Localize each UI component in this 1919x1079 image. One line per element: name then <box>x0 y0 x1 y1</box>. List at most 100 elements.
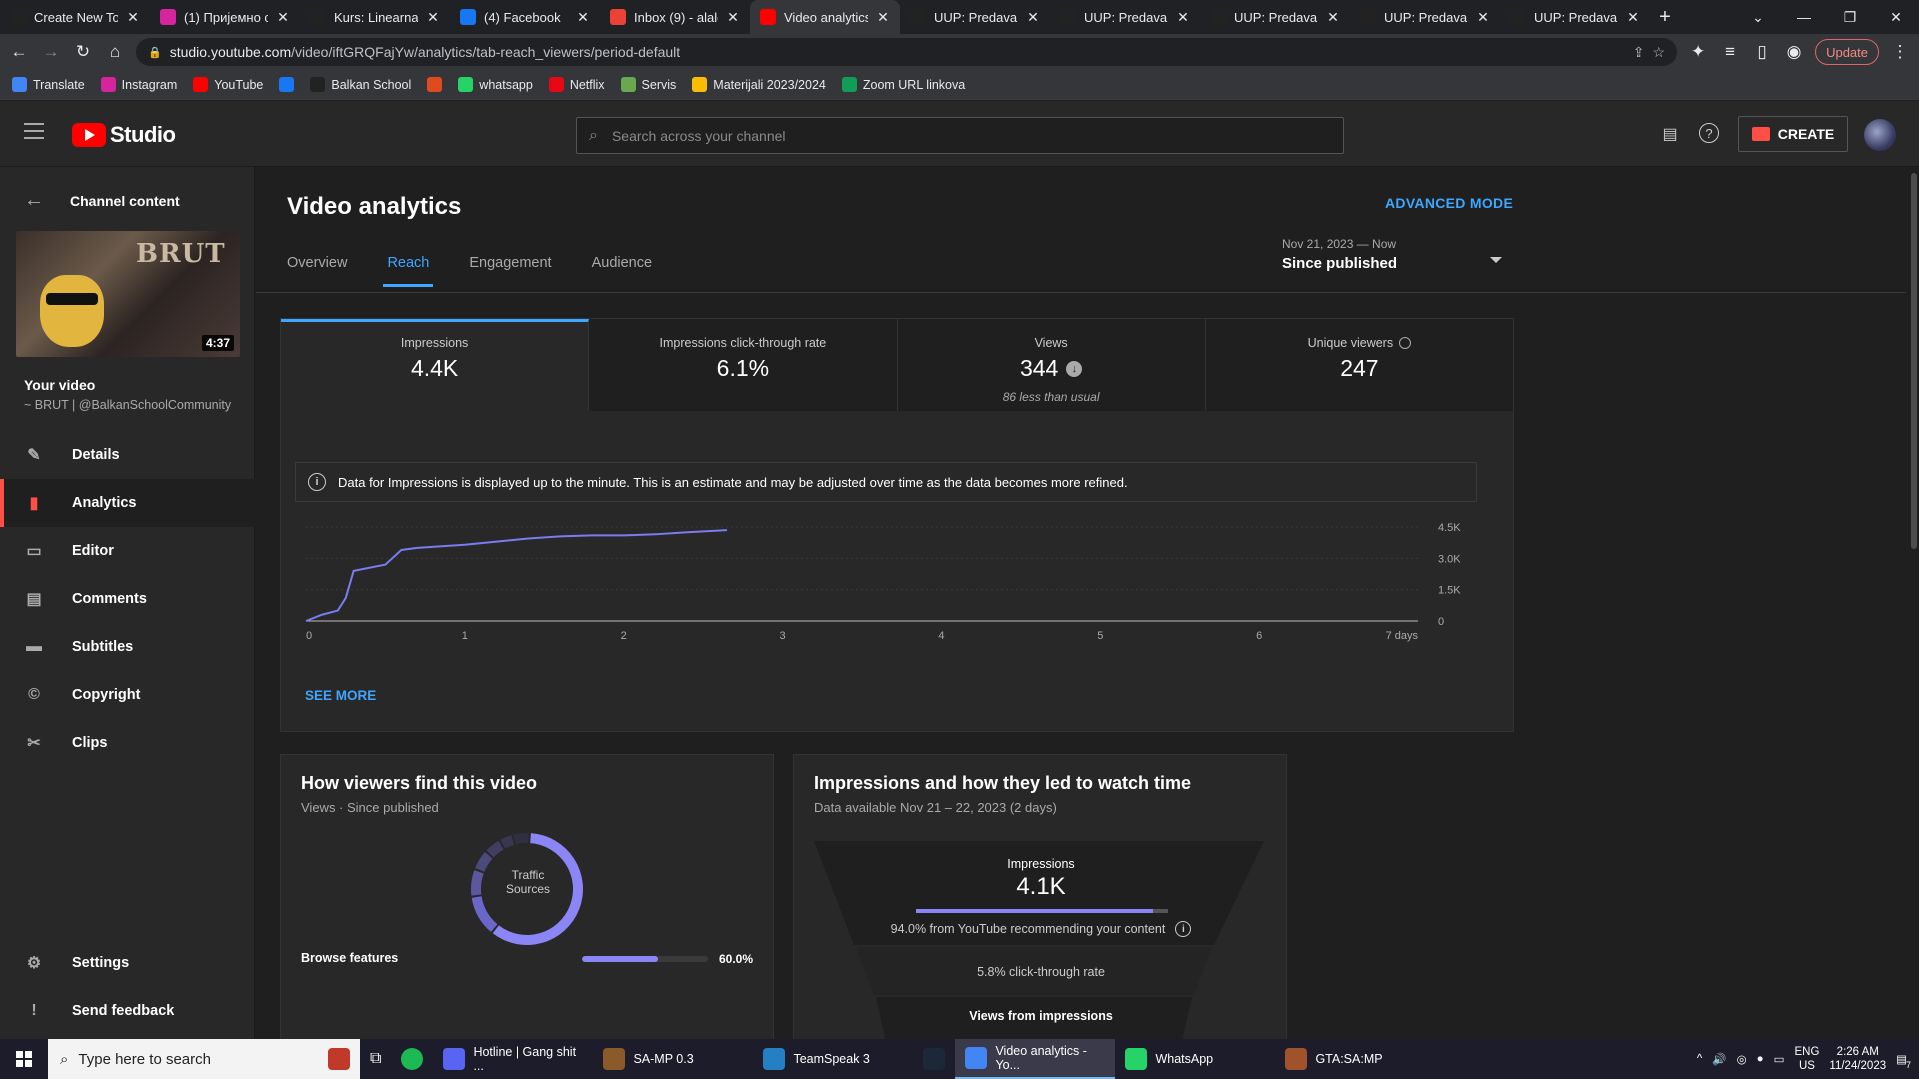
profile-icon[interactable]: ◉ <box>1786 42 1802 61</box>
browser-tab[interactable]: Inbox (9) - alalo ✕ <box>600 0 750 34</box>
close-tab-icon[interactable]: ✕ <box>1177 8 1189 25</box>
taskbar-app[interactable]: SA-MP 0.3 <box>593 1039 753 1079</box>
bookmark-item[interactable]: Translate <box>12 77 85 92</box>
bookmark-item[interactable] <box>279 77 295 92</box>
close-tab-icon[interactable]: ✕ <box>1627 8 1639 25</box>
close-tab-icon[interactable]: ✕ <box>877 8 889 25</box>
tab-search-icon[interactable]: ⌄ <box>1752 8 1764 25</box>
bookmark-item[interactable]: Instagram <box>100 77 177 92</box>
avatar[interactable] <box>1864 119 1896 151</box>
messages-icon[interactable]: ▤ <box>1662 126 1678 143</box>
bookmark-item[interactable]: Balkan School <box>310 77 411 92</box>
spotify-icon[interactable] <box>391 1039 433 1079</box>
close-tab-icon[interactable]: ✕ <box>727 8 739 25</box>
update-button[interactable]: Update <box>1815 39 1879 65</box>
metric-tab[interactable]: Impressions 4.4K <box>281 319 590 411</box>
sidebar-item-subtitles[interactable]: ▬ Subtitles <box>0 623 255 671</box>
advanced-mode-link[interactable]: ADVANCED MODE <box>1385 195 1514 211</box>
speaker-icon[interactable]: 🔊 <box>1712 1054 1727 1066</box>
chrome-menu-icon[interactable]: ⋮ <box>1891 42 1909 61</box>
sidebar-item-copyright[interactable]: © Copyright <box>0 671 255 719</box>
bookmark-item[interactable] <box>427 77 443 92</box>
see-more-link[interactable]: SEE MORE <box>305 688 377 703</box>
channel-content-back[interactable]: ← Channel content <box>24 189 180 212</box>
studio-logo[interactable]: Studio <box>72 122 176 148</box>
meet-now-icon[interactable]: ◎ <box>1736 1054 1747 1066</box>
microphone-icon[interactable]: ● <box>1756 1053 1764 1065</box>
donut-slice[interactable] <box>471 870 484 896</box>
sidebar-item-clips[interactable]: ✂ Clips <box>0 719 255 767</box>
help-icon[interactable]: ? <box>1699 123 1719 143</box>
taskbar-app[interactable] <box>913 1039 955 1079</box>
close-tab-icon[interactable]: ✕ <box>127 8 139 25</box>
taskbar-app[interactable]: Video analytics - Yo... <box>955 1039 1116 1079</box>
new-tab-button[interactable]: + <box>1659 5 1671 28</box>
donut-slice[interactable] <box>471 896 498 932</box>
taskbar-app[interactable]: WhatsApp <box>1115 1039 1275 1079</box>
language-indicator[interactable]: ENG US <box>1795 1045 1820 1073</box>
browser-tab[interactable]: Kurs: Linearna a ✕ <box>300 0 450 34</box>
tray-overflow-icon[interactable]: ^ <box>1696 1053 1703 1065</box>
side-panel-icon[interactable]: ▯ <box>1757 42 1767 61</box>
donut-slice[interactable] <box>475 852 493 872</box>
donut-slice[interactable] <box>513 833 529 845</box>
close-tab-icon[interactable]: ✕ <box>1477 8 1489 25</box>
taskbar-app[interactable]: TeamSpeak 3 <box>753 1039 913 1079</box>
forward-icon[interactable]: → <box>42 42 60 61</box>
back-icon[interactable]: ← <box>10 42 28 61</box>
clock[interactable]: 2:26 AM 11/24/2023 <box>1829 1045 1886 1073</box>
period-selector[interactable]: Nov 21, 2023 — Now Since published <box>1282 237 1522 272</box>
tab-audience[interactable]: Audience <box>591 255 653 271</box>
task-view-icon[interactable]: ⧉ <box>370 1050 382 1067</box>
bookmark-item[interactable]: whatsapp <box>458 77 533 92</box>
tab-overview[interactable]: Overview <box>287 255 348 271</box>
reload-icon[interactable]: ↻ <box>75 42 91 61</box>
media-icon[interactable]: ≡ <box>1725 42 1736 61</box>
close-tab-icon[interactable]: ✕ <box>1027 8 1039 25</box>
bookmark-item[interactable]: Servis <box>620 77 676 92</box>
donut-slice[interactable] <box>500 835 515 849</box>
sidebar-item-send-feedback[interactable]: ! Send feedback <box>0 987 255 1035</box>
sidebar-item-settings[interactable]: ⚙ Settings <box>0 939 255 987</box>
taskbar-app[interactable]: Hotline | Gang shit ... <box>433 1039 593 1079</box>
donut-slice[interactable] <box>492 833 583 945</box>
browser-tab[interactable]: UUP: Predavanja ✕ <box>1500 0 1650 34</box>
close-window-button[interactable]: ✕ <box>1890 8 1902 25</box>
close-tab-icon[interactable]: ✕ <box>577 8 589 25</box>
network-icon[interactable]: ▭ <box>1773 1054 1785 1066</box>
close-tab-icon[interactable]: ✕ <box>427 8 439 25</box>
metric-tab[interactable]: Unique viewers 247 <box>1205 319 1513 411</box>
metric-tab[interactable]: Impressions click-through rate 6.1% <box>589 319 898 411</box>
url-input[interactable]: 🔒 studio.youtube.com/video/iftGRQFajYw/a… <box>136 38 1678 66</box>
close-tab-icon[interactable]: ✕ <box>1327 8 1339 25</box>
close-tab-icon[interactable]: ✕ <box>277 8 289 25</box>
notifications-icon[interactable]: ▤ 7 <box>1896 1054 1911 1070</box>
browser-tab[interactable]: UUP: Predavanja ✕ <box>1350 0 1500 34</box>
page-scrollbar[interactable] <box>1909 167 1919 1039</box>
tab-reach[interactable]: Reach <box>383 239 434 287</box>
metric-tab[interactable]: Views 344 ↓ 86 less than usual <box>897 319 1206 411</box>
channel-search-input[interactable]: ⌕ Search across your channel <box>576 117 1344 154</box>
menu-icon[interactable] <box>24 123 44 139</box>
bookmark-item[interactable]: Netflix <box>548 77 605 92</box>
browser-tab[interactable]: (4) Facebook ✕ <box>450 0 600 34</box>
bookmark-item[interactable]: Zoom URL linkova <box>841 77 965 92</box>
restore-button[interactable]: ❐ <box>1843 8 1857 25</box>
sidebar-item-comments[interactable]: ▤ Comments <box>0 575 255 623</box>
sidebar-item-details[interactable]: ✎ Details <box>0 431 255 479</box>
info-icon[interactable]: i <box>1175 921 1192 937</box>
browser-tab[interactable]: Video analytics ✕ <box>750 0 900 34</box>
bookmark-item[interactable]: YouTube <box>193 77 263 92</box>
browser-tab[interactable]: UUP: Predavanja ✕ <box>900 0 1050 34</box>
share-icon[interactable]: ⇪ <box>1632 43 1645 60</box>
home-icon[interactable]: ⌂ <box>109 42 121 61</box>
taskbar-search-input[interactable]: ⌕ Type here to search <box>48 1039 360 1079</box>
browser-tab[interactable]: UUP: Predavanja ✕ <box>1200 0 1350 34</box>
bookmark-star-icon[interactable]: ☆ <box>1652 43 1666 60</box>
extensions-icon[interactable]: ✦ <box>1690 42 1706 61</box>
video-thumbnail[interactable]: BRUT 4:37 <box>16 231 240 357</box>
browser-tab[interactable]: (1) Пријемно са ✕ <box>150 0 300 34</box>
browser-tab[interactable]: UUP: Predavanja ✕ <box>1050 0 1200 34</box>
sidebar-item-analytics[interactable]: ▮ Analytics <box>0 479 255 527</box>
minimize-button[interactable]: — <box>1797 9 1811 25</box>
